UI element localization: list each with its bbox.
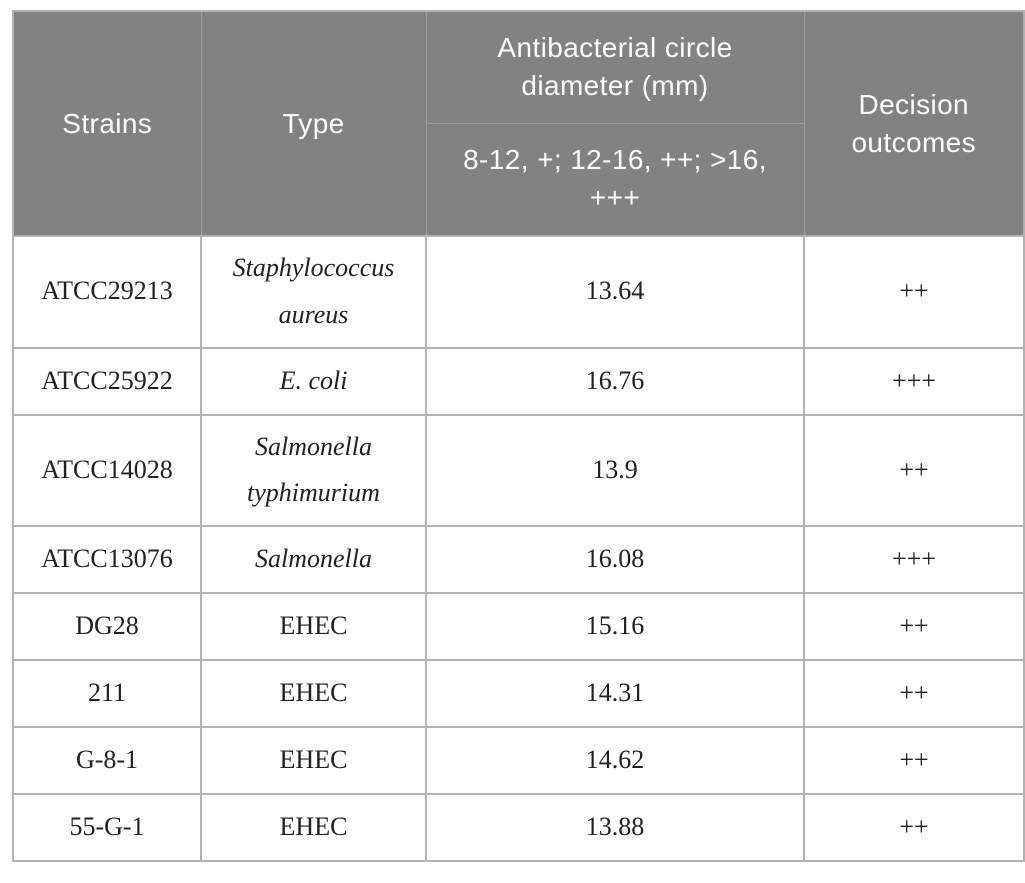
header-diameter-scale: 8-12, +; 12-16, ++; >16, +++ <box>425 122 805 237</box>
decision-cell: +++ <box>803 525 1025 595</box>
decision-cell: ++ <box>803 592 1025 662</box>
table-row: ATCC25922 E. coli 16.76 +++ <box>12 346 1025 416</box>
diameter-cell: 16.76 <box>425 346 805 416</box>
decision-cell: ++ <box>803 659 1025 729</box>
type-cell: EHEC <box>200 659 427 729</box>
decision-cell: ++ <box>803 793 1025 863</box>
strain-cell: DG28 <box>12 592 202 662</box>
type-cell: EHEC <box>200 592 427 662</box>
diameter-cell: 15.16 <box>425 592 805 662</box>
strain-cell: ATCC25922 <box>12 346 202 416</box>
decision-cell: ++ <box>803 235 1025 349</box>
diameter-cell: 13.88 <box>425 793 805 863</box>
table-row: G-8-1 EHEC 14.62 ++ <box>12 726 1025 796</box>
diameter-cell: 16.08 <box>425 525 805 595</box>
header-type: Type <box>200 10 427 237</box>
diameter-cell: 13.64 <box>425 235 805 349</box>
type-cell: Salmonella typhimurium <box>200 413 427 528</box>
table-row: 211 EHEC 14.31 ++ <box>12 659 1025 729</box>
type-cell: Salmonella <box>200 525 427 595</box>
table-body: ATCC29213 Staphylococcus aureus 13.64 ++… <box>12 235 1025 863</box>
strain-cell: 55-G-1 <box>12 793 202 863</box>
header-decision-outcomes: Decision outcomes <box>803 10 1025 237</box>
table-header: Strains Type Antibacterial circle diamet… <box>12 10 1025 237</box>
type-cell: E. coli <box>200 346 427 416</box>
antibacterial-results-table: Strains Type Antibacterial circle diamet… <box>12 10 1025 863</box>
table-row: ATCC29213 Staphylococcus aureus 13.64 ++ <box>12 235 1025 349</box>
strain-cell: G-8-1 <box>12 726 202 796</box>
strain-cell: ATCC14028 <box>12 413 202 528</box>
type-cell: Staphylococcus aureus <box>200 235 427 349</box>
strain-cell: ATCC29213 <box>12 235 202 349</box>
table-row: ATCC14028 Salmonella typhimurium 13.9 ++ <box>12 413 1025 528</box>
strain-cell: 211 <box>12 659 202 729</box>
header-strains: Strains <box>12 10 202 237</box>
header-diameter-title: Antibacterial circle diameter (mm) <box>425 10 805 124</box>
diameter-cell: 14.62 <box>425 726 805 796</box>
decision-cell: +++ <box>803 346 1025 416</box>
strain-cell: ATCC13076 <box>12 525 202 595</box>
table-row: DG28 EHEC 15.16 ++ <box>12 592 1025 662</box>
diameter-cell: 14.31 <box>425 659 805 729</box>
table-row: 55-G-1 EHEC 13.88 ++ <box>12 793 1025 863</box>
type-cell: EHEC <box>200 726 427 796</box>
type-cell: EHEC <box>200 793 427 863</box>
decision-cell: ++ <box>803 413 1025 528</box>
decision-cell: ++ <box>803 726 1025 796</box>
diameter-cell: 13.9 <box>425 413 805 528</box>
table-row: ATCC13076 Salmonella 16.08 +++ <box>12 525 1025 595</box>
